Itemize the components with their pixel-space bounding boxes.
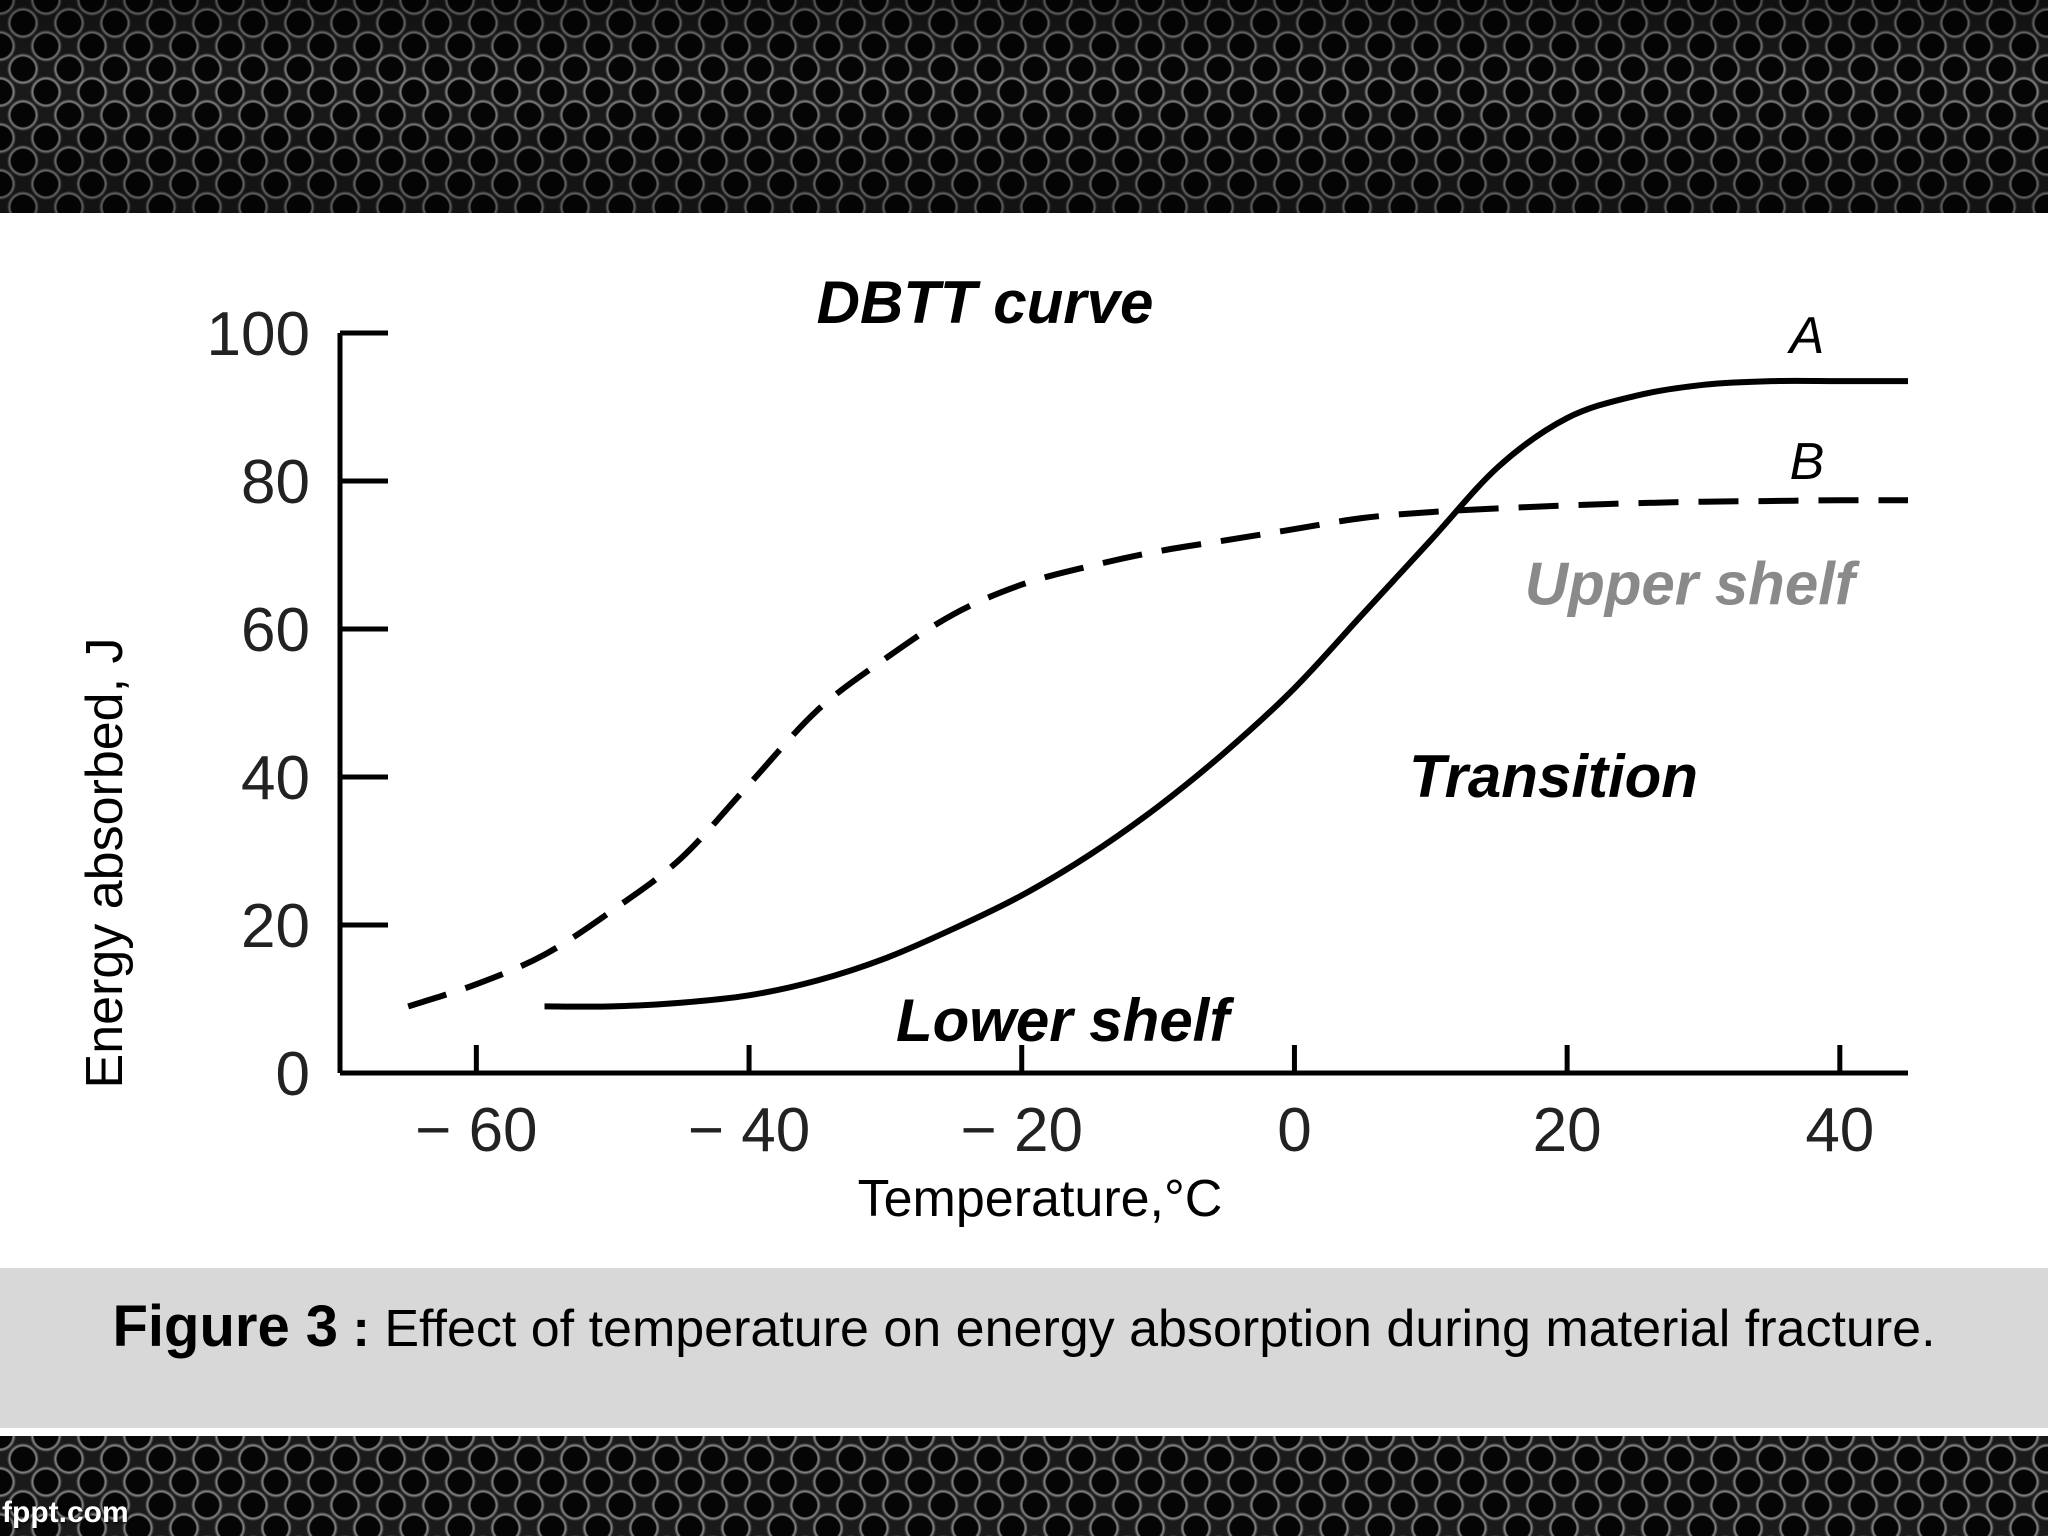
series-label-a: A [1787, 307, 1825, 365]
y-tick-label: 80 [241, 448, 310, 517]
bottom-hex-pattern-band [0, 1436, 2048, 1536]
chart-title: DBTT curve [817, 269, 1154, 336]
figure-number: Figure 3 [112, 1294, 339, 1359]
y-axis-label: Energy absorbed, J [76, 638, 134, 1089]
y-tick-label: 0 [276, 1040, 310, 1109]
top-hex-pattern-band [0, 0, 2048, 213]
series-label-b: B [1790, 433, 1825, 491]
y-tick-label: 100 [207, 300, 310, 369]
y-tick-label: 20 [241, 892, 310, 961]
site-logo: fppt.com [2, 1496, 129, 1529]
annotation-layer: Upper shelf Transition Lower shelf [896, 551, 1860, 1055]
caption-text: Effect of temperature on energy absorpti… [384, 1300, 1936, 1358]
series-layer: AB [407, 307, 1909, 1010]
x-tick-label: − 20 [961, 1096, 1083, 1165]
figure-caption: Figure 3 : Effect of temperature on ener… [100, 1292, 1948, 1364]
region-label-upper-shelf: Upper shelf [1525, 551, 1860, 618]
x-tick-label: 0 [1277, 1096, 1311, 1165]
axes [337, 333, 1908, 1076]
region-label-transition: Transition [1409, 743, 1698, 810]
dbtt-chart: DBTT curve Energy absorbed, J Temperatur… [76, 269, 1909, 1228]
y-tick-label: 40 [241, 744, 310, 813]
region-label-lower-shelf: Lower shelf [896, 987, 1234, 1054]
ticks: 0 20 40 60 80 100 − 60 − 40 − 20 0 20 40 [207, 300, 1875, 1165]
caption-bar [0, 1268, 2048, 1428]
series-line-a [544, 377, 1908, 1010]
x-tick-label: − 60 [415, 1096, 537, 1165]
x-tick-label: 20 [1533, 1096, 1602, 1165]
series-line-b [407, 497, 1909, 1010]
x-tick-label: − 40 [688, 1096, 810, 1165]
x-axis-label: Temperature,°C [858, 1170, 1223, 1228]
x-tick-label: 40 [1805, 1096, 1874, 1165]
caption-separator: : [352, 1300, 370, 1358]
y-tick-label: 60 [241, 596, 310, 665]
